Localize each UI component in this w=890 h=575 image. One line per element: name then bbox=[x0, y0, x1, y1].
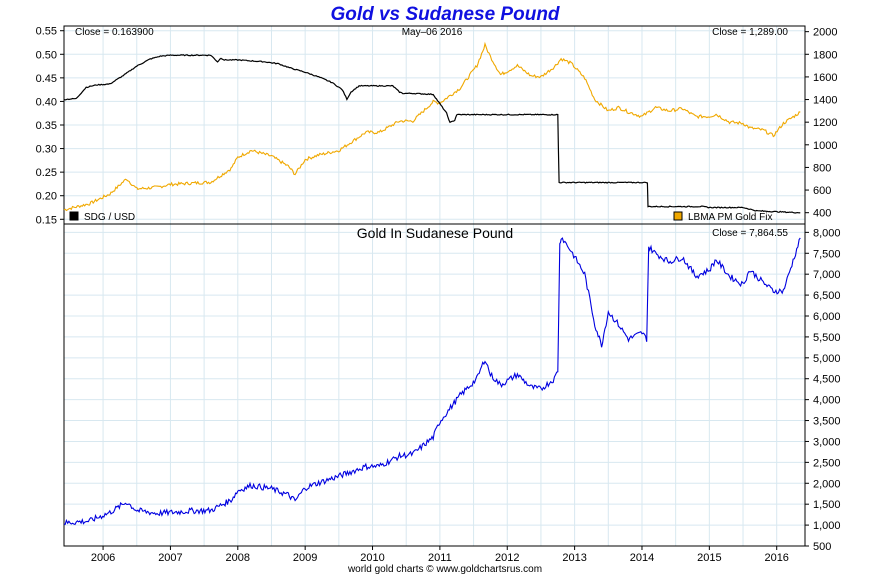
top-right-tick-label: 400 bbox=[813, 208, 831, 220]
x-tick-label: 2008 bbox=[226, 552, 250, 564]
top-left-tick-label: 0.15 bbox=[36, 214, 57, 226]
legend-sdg-usd-label: SDG / USD bbox=[84, 212, 135, 223]
x-axis: 2006 2007 2008 2009 2010 2011 2012 2013 2014 2015… bbox=[91, 546, 789, 564]
top-left-tick-label: 0.55 bbox=[36, 26, 57, 38]
bottom-series-group bbox=[64, 237, 801, 526]
bottom-right-tick-label: 3,500 bbox=[813, 416, 841, 428]
x-tick-label: 2007 bbox=[158, 552, 182, 564]
x-tick-label: 2013 bbox=[562, 552, 586, 564]
bottom-panel-frame bbox=[63, 223, 806, 547]
top-right-axis: 2000 1800 1600 1400 1200 1000 800 600 400 bbox=[805, 27, 837, 220]
top-left-tick-label: 0.20 bbox=[36, 191, 57, 203]
footer-credit: world gold charts © www.goldchartsrus.co… bbox=[347, 564, 542, 575]
legend-gold-fix-label: LBMA PM Gold Fix bbox=[688, 212, 772, 223]
top-right-tick-label: 600 bbox=[813, 185, 831, 197]
top-right-tick-label: 1200 bbox=[813, 117, 837, 129]
top-left-tick-label: 0.30 bbox=[36, 144, 57, 156]
legend-gold-fix-swatch bbox=[673, 211, 683, 221]
x-tick-label: 2015 bbox=[697, 552, 721, 564]
series-line-gold-in-sudanese-pound bbox=[64, 237, 801, 526]
series-line-sdg-usd bbox=[63, 54, 801, 214]
bottom-right-tick-label: 7,500 bbox=[813, 248, 841, 260]
bottom-right-tick-label: 5,500 bbox=[813, 332, 841, 344]
top-left-tick-label: 0.35 bbox=[36, 120, 57, 132]
bottom-right-tick-label: 4,500 bbox=[813, 374, 841, 386]
x-tick-label: 2006 bbox=[91, 552, 115, 564]
x-tick-label: 2014 bbox=[630, 552, 654, 564]
top-left-tick-label: 0.50 bbox=[36, 49, 57, 61]
x-tick-label: 2009 bbox=[293, 552, 317, 564]
top-left-tick-label: 0.40 bbox=[36, 96, 57, 108]
top-right-tick-label: 1000 bbox=[813, 140, 837, 152]
chart-title: Gold vs Sudanese Pound bbox=[330, 4, 559, 25]
x-tick-label: 2010 bbox=[360, 552, 384, 564]
x-tick-label: 2011 bbox=[428, 552, 452, 564]
x-tick-label: 2016 bbox=[764, 552, 788, 564]
bottom-right-tick-label: 2,500 bbox=[813, 457, 841, 469]
bottom-right-tick-label: 3,000 bbox=[813, 436, 841, 448]
bottom-panel: Gold In Sudanese Pound Close = 7,864.55 … bbox=[63, 223, 841, 564]
top-left-close-label: Close = 0.163900 bbox=[75, 27, 154, 38]
bottom-right-tick-label: 1,500 bbox=[813, 499, 841, 511]
bottom-right-tick-label: 4,000 bbox=[813, 395, 841, 407]
top-panel: Close = 0.163900 May–06 2016 Close = 1,2… bbox=[36, 25, 837, 226]
top-date-label: May–06 2016 bbox=[402, 27, 463, 38]
top-left-tick-label: 0.25 bbox=[36, 167, 57, 179]
bottom-panel-title: Gold In Sudanese Pound bbox=[357, 225, 513, 241]
top-series-group bbox=[63, 41, 801, 214]
top-right-tick-label: 800 bbox=[813, 162, 831, 174]
bottom-right-tick-label: 6,500 bbox=[813, 290, 841, 302]
top-left-axis: 0.55 0.50 0.45 0.40 0.35 0.30 0.25 0.20 0.15 bbox=[36, 26, 64, 226]
bottom-right-tick-label: 8,000 bbox=[813, 227, 841, 239]
bottom-right-tick-label: 5,000 bbox=[813, 353, 841, 365]
bottom-right-axis: 8,000 7,500 7,000 6,500 6,000 5,500 5,000 4,500… bbox=[805, 227, 841, 553]
bottom-panel-grid bbox=[64, 224, 805, 547]
bottom-right-tick-label: 500 bbox=[813, 541, 831, 553]
bottom-right-tick-label: 6,000 bbox=[813, 311, 841, 323]
top-left-tick-label: 0.45 bbox=[36, 73, 57, 85]
top-right-tick-label: 1800 bbox=[813, 49, 837, 61]
series-line-lbma-gold-fix bbox=[63, 41, 801, 212]
bottom-right-tick-label: 1,000 bbox=[813, 520, 841, 532]
bottom-right-tick-label: 2,000 bbox=[813, 478, 841, 490]
top-right-tick-label: 1400 bbox=[813, 95, 837, 107]
legend-sdg-usd-swatch bbox=[69, 211, 79, 221]
bottom-close-label: Close = 7,864.55 bbox=[712, 228, 788, 239]
top-right-close-label: Close = 1,289.00 bbox=[712, 27, 788, 38]
bottom-right-tick-label: 7,000 bbox=[813, 269, 841, 281]
x-tick-label: 2012 bbox=[495, 552, 519, 564]
top-right-tick-label: 2000 bbox=[813, 27, 837, 39]
top-right-tick-label: 1600 bbox=[813, 72, 837, 84]
